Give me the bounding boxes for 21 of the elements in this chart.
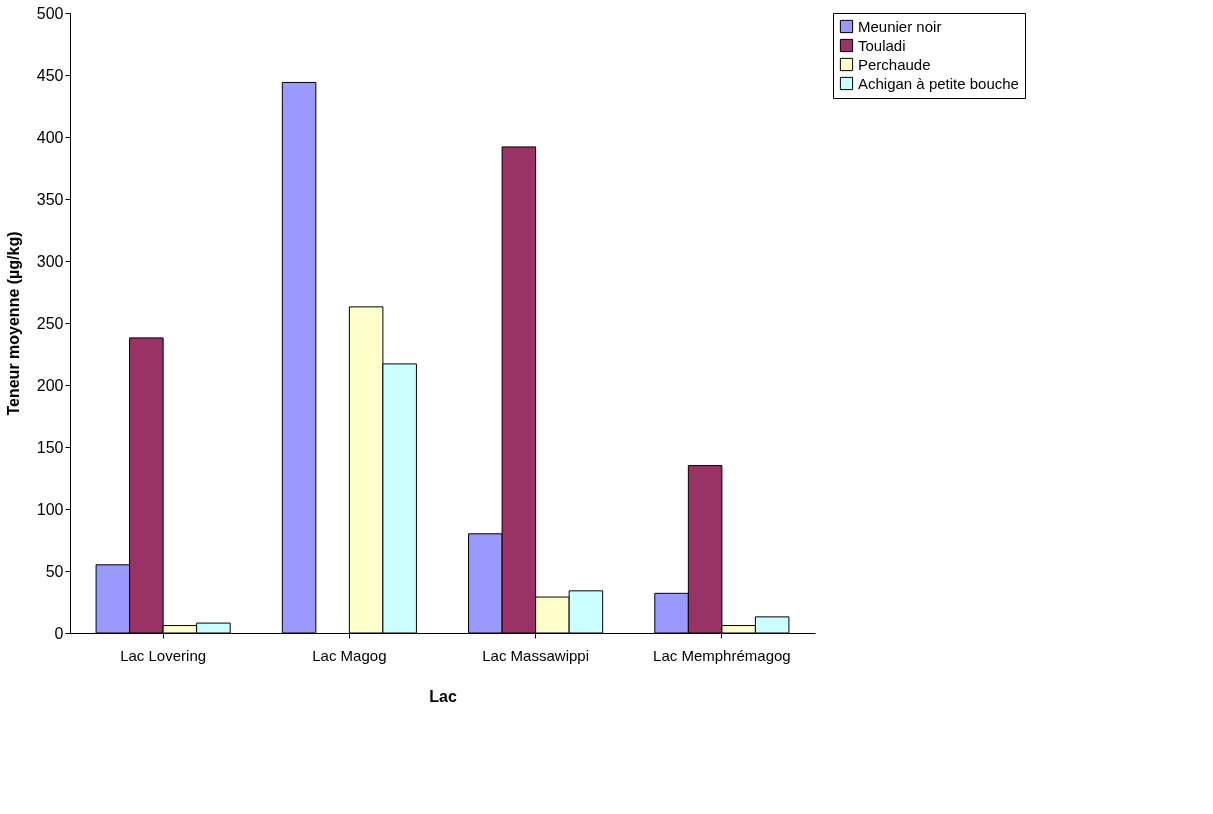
x-tick-label: Lac Lovering xyxy=(120,646,207,664)
x-tick-label: Lac Massawippi xyxy=(482,646,589,664)
y-axis-title: Teneur moyenne (µg/kg) xyxy=(4,231,22,416)
legend-label: Perchaude xyxy=(858,55,931,73)
y-tick-label: 500 xyxy=(36,4,64,22)
y-tick-label: 350 xyxy=(36,190,64,208)
legend-label: Touladi xyxy=(858,36,906,54)
x-axis-title: Lac xyxy=(429,687,457,705)
y-tick-label: 0 xyxy=(54,624,64,642)
y-tick-label: 400 xyxy=(36,128,64,146)
y-tick-label: 50 xyxy=(45,562,64,580)
y-tick-label: 200 xyxy=(36,376,64,394)
y-tick-label: 250 xyxy=(36,314,64,332)
x-tick-label: Lac Memphrémagog xyxy=(653,646,791,664)
y-tick-label: 100 xyxy=(36,500,64,518)
y-tick-label: 150 xyxy=(36,438,64,456)
y-tick-label: 300 xyxy=(36,252,64,270)
legend-label: Meunier noir xyxy=(858,17,942,35)
legend-label: Achigan à petite bouche xyxy=(858,74,1019,92)
y-tick-label: 450 xyxy=(36,66,64,84)
x-tick-label: Lac Magog xyxy=(312,646,387,664)
